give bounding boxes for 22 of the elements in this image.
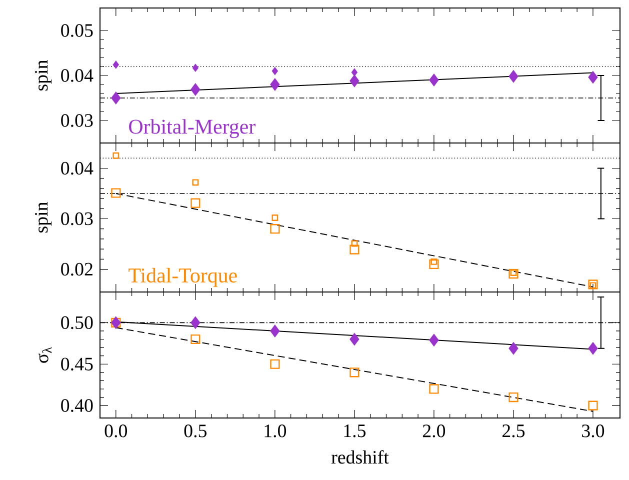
x-tick-label: 1.0 bbox=[264, 424, 286, 438]
x-tick-label: 1.5 bbox=[344, 424, 366, 438]
annotation: Tidal-Torque bbox=[128, 268, 237, 287]
y-axis-title: σ$_{λ}$ bbox=[38, 347, 52, 363]
y-tick-label: 0.45 bbox=[61, 358, 93, 371]
x-axis-title: redshift bbox=[331, 450, 389, 464]
y-tick-label: 0.03 bbox=[61, 114, 93, 127]
annotation: Orbital-Merger bbox=[129, 119, 256, 138]
x-tick-label: 2.5 bbox=[502, 424, 525, 438]
y-axis-title: spin bbox=[34, 60, 52, 90]
x-tick-label: 0.0 bbox=[104, 424, 128, 438]
y-tick-label: 0.04 bbox=[61, 162, 94, 175]
y-tick-label: 0.05 bbox=[61, 24, 93, 37]
x-tick-label: 2.0 bbox=[422, 424, 446, 438]
x-tick-label: 3.0 bbox=[582, 424, 604, 438]
y-axis-title: spin bbox=[34, 202, 52, 232]
y-tick-label: 0.03 bbox=[61, 212, 93, 226]
y-tick-label: 0.40 bbox=[61, 399, 93, 412]
x-tick-label: 0.5 bbox=[184, 424, 206, 438]
y-tick-label: 0.02 bbox=[61, 262, 92, 276]
y-tick-label: 0.50 bbox=[61, 316, 93, 330]
y-tick-label: 0.04 bbox=[61, 69, 94, 82]
